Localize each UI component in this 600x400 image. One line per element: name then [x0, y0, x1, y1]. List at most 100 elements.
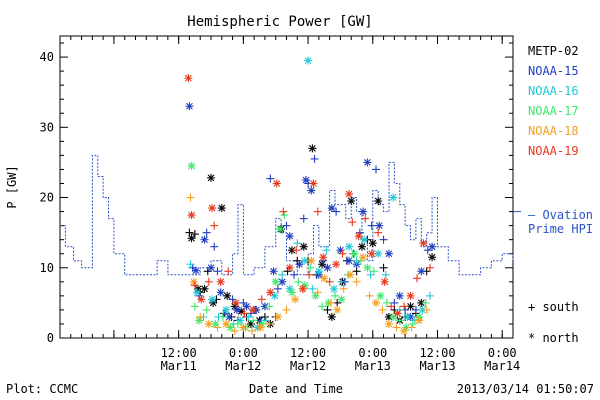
- north-star-point: [187, 211, 196, 220]
- north-star-point: [207, 173, 215, 182]
- north-star-point: [285, 263, 294, 272]
- marker-stroke: [374, 250, 382, 258]
- marker-stroke: [428, 243, 436, 251]
- marker-stroke: [302, 176, 310, 184]
- marker-stroke: [415, 317, 423, 324]
- x-tick-date-label: Mar12: [290, 359, 326, 373]
- south-plus-point: [293, 239, 302, 248]
- y-axis: 0 10 20 30 40: [40, 42, 513, 345]
- north-star-point: [319, 253, 328, 262]
- south-plus-point: [352, 277, 361, 286]
- marker-stroke: [372, 299, 380, 307]
- marker-stroke: [237, 307, 245, 315]
- north-star-point: [285, 232, 294, 241]
- marker-stroke: [375, 222, 383, 230]
- marker-stroke: [225, 313, 233, 321]
- north-star-point: [191, 266, 200, 275]
- marker-stroke: [207, 174, 215, 182]
- north-star-point: [419, 239, 428, 248]
- north-star-point: [239, 323, 248, 332]
- north-star-point: [384, 319, 393, 328]
- north-star-point: [276, 225, 285, 234]
- south-plus-point: [224, 267, 233, 276]
- marker-stroke: [417, 267, 425, 275]
- y-tick-label: 10: [40, 261, 54, 275]
- marker-stroke: [304, 57, 312, 64]
- marker-stroke: [394, 310, 401, 317]
- south-plus-point: [325, 277, 334, 286]
- south-plus-point: [190, 302, 199, 311]
- south-plus-point: [185, 228, 194, 237]
- south-plus-point: [218, 312, 227, 321]
- south-plus-point: [239, 298, 248, 307]
- x-tick-date-label: Mar13: [355, 359, 391, 373]
- south-plus-point: [338, 249, 347, 258]
- marker-stroke: [211, 320, 219, 328]
- marker-stroke: [347, 197, 355, 205]
- y-axis-label: P [GW]: [5, 165, 19, 208]
- marker-stroke: [345, 243, 353, 251]
- south-plus-point: [306, 263, 315, 272]
- legend: METP-02 NOAA-15 NOAA-16 NOAA-17 NOAA-18 NOAA-…: [528, 44, 579, 158]
- north-star-point: [304, 56, 313, 65]
- south-plus-point: [361, 214, 370, 223]
- south-plus-point: [381, 270, 390, 279]
- north-star-point: [318, 260, 327, 269]
- south-plus-point: [308, 284, 317, 293]
- south-plus-point: [313, 207, 322, 216]
- marker-stroke: [261, 303, 269, 310]
- x-tick-time-label: 0:00: [358, 346, 387, 360]
- plot-timestamp: 2013/03/14 01:50:07: [457, 382, 594, 396]
- north-star-point: [287, 288, 296, 297]
- north-star-point: [389, 312, 398, 321]
- south-plus-point: [421, 298, 430, 307]
- north-star-point: [185, 102, 194, 111]
- legend-entry-metp-02: METP-02: [528, 44, 579, 58]
- north-star-point: [418, 305, 427, 314]
- south-plus-point: [244, 312, 253, 321]
- south-plus-point: [210, 242, 219, 251]
- marker-stroke: [328, 313, 336, 321]
- north-star-point: [389, 193, 398, 202]
- north-star-point: [345, 190, 354, 199]
- legend-entry-noaa-19: NOAA-19: [528, 144, 579, 158]
- north-star-point: [200, 235, 209, 244]
- marker-stroke: [223, 292, 231, 300]
- south-plus-point: [422, 305, 431, 314]
- marker-stroke: [286, 264, 294, 272]
- north-star-point: [384, 249, 393, 258]
- marker-stroke: [243, 303, 250, 310]
- marker-stroke: [222, 320, 230, 328]
- x-axis-label: Date and Time: [249, 382, 343, 396]
- south-plus-point: [423, 246, 432, 255]
- north-star-point: [350, 249, 359, 258]
- marker-stroke: [286, 285, 294, 293]
- south-plus-point: [400, 302, 409, 311]
- north-star-point: [358, 242, 366, 251]
- marker-stroke: [232, 299, 240, 307]
- north-star-point: [222, 319, 231, 328]
- north-star-point: [314, 267, 323, 276]
- north-star-point: [208, 295, 217, 304]
- marker-stroke: [359, 208, 367, 215]
- north-star-point: [428, 253, 437, 262]
- north-star-point: [225, 312, 234, 321]
- north-star-point: [311, 291, 320, 300]
- marker-stroke: [217, 288, 225, 296]
- south-plus-point: [265, 319, 274, 328]
- y-tick-label: 30: [40, 120, 54, 134]
- south-plus-point: [292, 246, 301, 255]
- marker-stroke: [301, 257, 309, 265]
- south-plus-point: [279, 207, 288, 216]
- north-star-point: [359, 207, 368, 216]
- marker-stroke: [428, 253, 436, 261]
- south-plus-point: [352, 267, 361, 276]
- marker-stroke: [315, 267, 323, 275]
- south-plus-point: [378, 305, 387, 314]
- north-star-point: [291, 295, 300, 304]
- north-star-point: [363, 263, 372, 272]
- north-star-point: [256, 323, 265, 332]
- marker-stroke: [345, 257, 353, 265]
- north-star-point: [345, 242, 354, 251]
- north-star-point: [363, 158, 372, 167]
